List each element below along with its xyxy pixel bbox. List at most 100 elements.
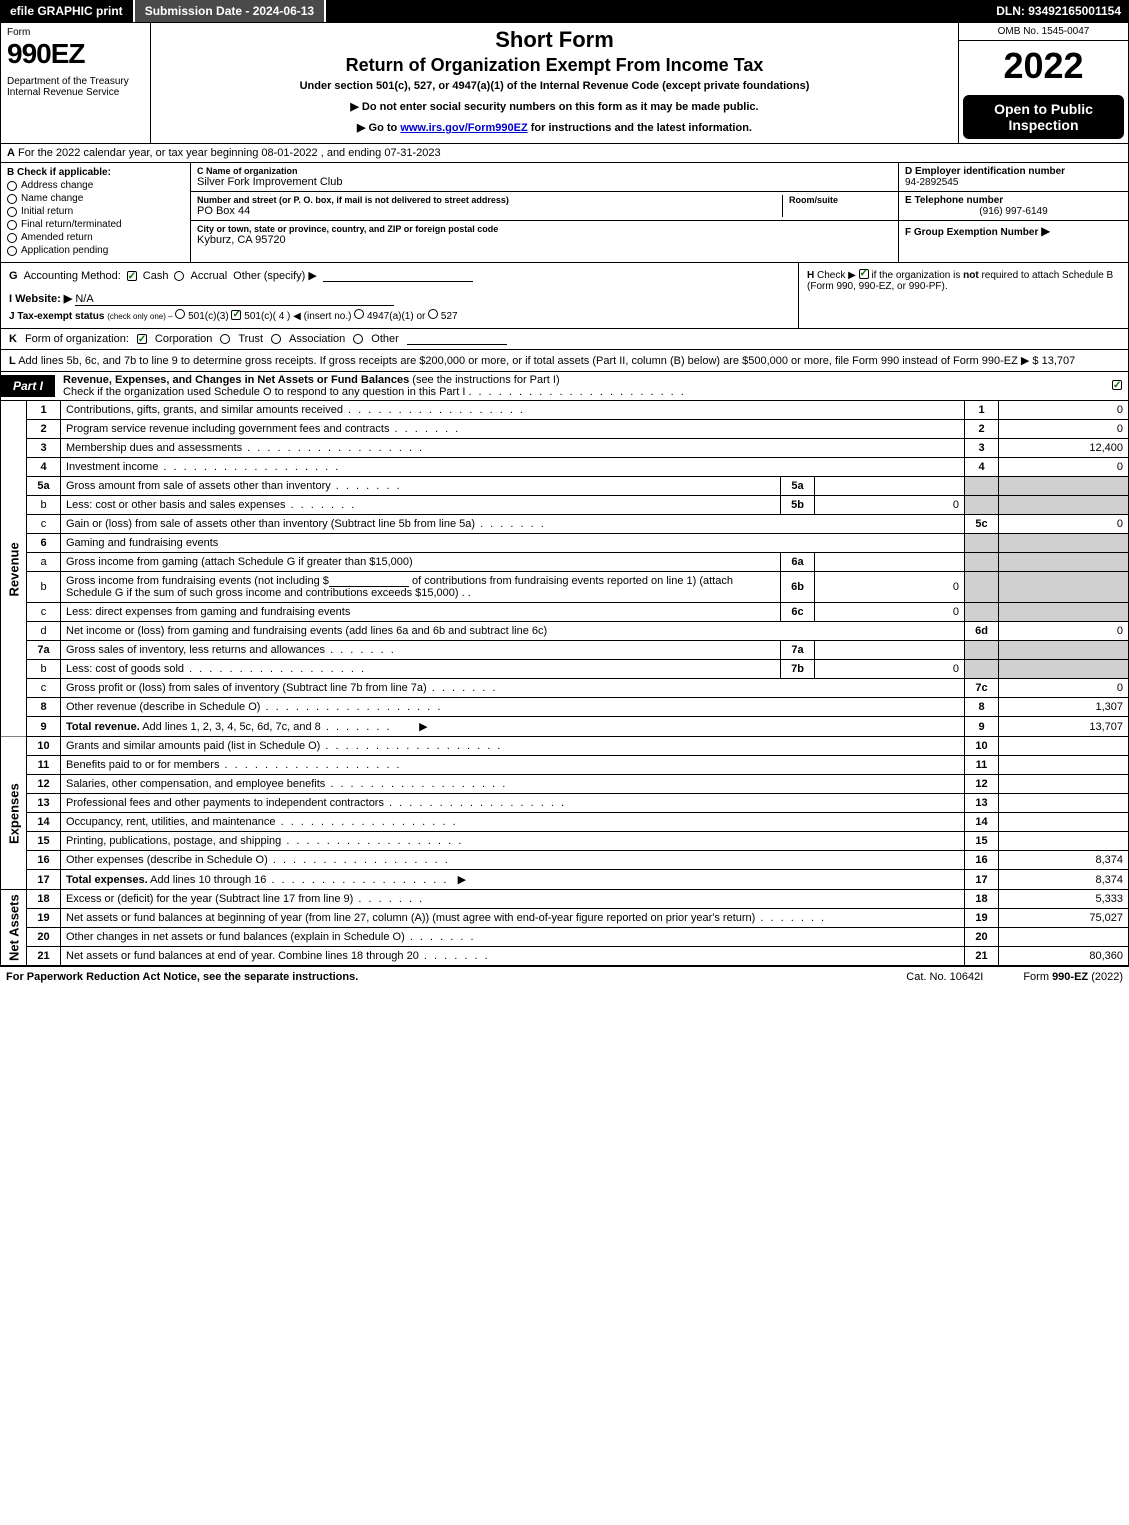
ein-value: 94-2892545 [905,177,1122,188]
footer-right-post: (2022) [1088,971,1123,983]
row-a-text: For the 2022 calendar year, or tax year … [18,147,441,159]
chk-initial-return[interactable]: Initial return [7,206,184,217]
chk-amended-return[interactable]: Amended return [7,232,184,243]
footer-mid: Cat. No. 10642I [906,971,983,983]
line-16-value: 8,374 [999,851,1129,870]
line-19-value: 75,027 [999,909,1129,928]
line-8: 8Other revenue (describe in Schedule O) … [1,698,1129,717]
line-5a: 5a Gross amount from sale of assets other… [1,477,1129,496]
desc: Net assets or fund balances at end of ye… [66,950,419,962]
desc: Membership dues and assessments [66,442,242,454]
opt-527: 527 [441,311,458,322]
blank[interactable] [329,575,409,587]
dots [343,404,525,416]
address-value: PO Box 44 [197,205,782,217]
efile-print-button[interactable]: efile GRAPHIC print [0,0,135,22]
footer-right-pre: Form [1023,971,1052,983]
k-text: Form of organization: [25,333,129,345]
other-specify-line[interactable] [323,270,473,282]
opt-501c: 501(c)( 4 ) ◀ (insert no.) [244,311,351,322]
checkbox-icon [7,207,17,217]
desc: Investment income [66,461,158,473]
line-6b: bGross income from fundraising events (n… [1,572,1129,603]
line-21: 21Net assets or fund balances at end of … [1,947,1129,966]
subline-value [815,641,965,660]
chk-other[interactable] [353,334,363,344]
opt-assoc: Association [289,333,345,345]
chk-501c[interactable] [231,310,241,320]
desc: Gross amount from sale of assets other t… [66,480,331,492]
line-1-value: 0 [999,401,1129,420]
chk-501c3[interactable] [175,309,185,319]
dots [242,442,424,454]
h-text3: required to attach Schedule B [979,270,1114,281]
group-exemption-label: F Group Exemption Number [905,227,1038,238]
line-5c-value: 0 [999,515,1129,534]
form-number: 990EZ [7,38,144,70]
subline-label: 6c [781,603,815,622]
line-16: 16Other expenses (describe in Schedule O… [1,851,1129,870]
desc: Excess or (deficit) for the year (Subtra… [66,893,353,905]
other-label: Other (specify) ▶ [233,269,317,282]
part-1-header: Part I Revenue, Expenses, and Changes in… [0,372,1129,401]
dots: . . . . . . . . . . . . . . . . . . . . … [468,386,685,398]
checkbox-icon [7,233,17,243]
omb-number: OMB No. 1545-0047 [959,23,1128,41]
chk-4947[interactable] [354,309,364,319]
chk-accrual[interactable] [174,271,184,281]
footer-left: For Paperwork Reduction Act Notice, see … [6,971,866,983]
desc: Contributions, gifts, grants, and simila… [66,404,343,416]
tax-exempt-status: J Tax-exempt status (check only one) ‒ 5… [9,309,790,322]
line-7c-value: 0 [999,679,1129,698]
checkbox-icon [1112,380,1122,390]
desc: Printing, publications, postage, and shi… [66,835,281,847]
subline-value: 0 [815,572,965,603]
dots [281,835,463,847]
subline-label: 6a [781,553,815,572]
opt-501c3: 501(c)(3) [188,311,229,322]
dots [353,893,424,905]
part-1-checkbox[interactable] [1106,378,1128,395]
chk-cash[interactable] [127,271,137,281]
chk-trust[interactable] [220,334,230,344]
line-15-value [999,832,1129,851]
line-7a: 7aGross sales of inventory, less returns… [1,641,1129,660]
chk-final-return[interactable]: Final return/terminated [7,219,184,230]
desc: Occupancy, rent, utilities, and maintena… [66,816,276,828]
part-1-title: Revenue, Expenses, and Changes in Net As… [55,372,1106,400]
chk-address-change[interactable]: Address change [7,180,184,191]
subline-value: 0 [815,660,965,679]
irs-link[interactable]: www.irs.gov/Form990EZ [400,122,527,134]
line-19: 19Net assets or fund balances at beginni… [1,909,1129,928]
row-a-tax-year: A For the 2022 calendar year, or tax yea… [0,144,1129,163]
chk-corporation[interactable] [137,334,147,344]
desc: Other expenses (describe in Schedule O) [66,854,268,866]
subline-label: 5a [781,477,815,496]
l-value: 13,707 [1042,355,1076,367]
desc: Professional fees and other payments to … [66,797,384,809]
label-a: A [7,147,15,159]
line-6: 6Gaming and fundraising events [1,534,1129,553]
spacer [326,0,988,22]
chk-label: Name change [21,193,83,204]
line-12-value [999,775,1129,794]
subline-value [815,553,965,572]
desc: Gross income from gaming (attach Schedul… [61,553,781,572]
subline-label: 6b [781,572,815,603]
other-line[interactable] [407,333,507,345]
footer-right-form: 990-EZ [1052,971,1088,983]
dots [331,480,402,492]
dots [325,778,507,790]
chk-527[interactable] [428,309,438,319]
chk-association[interactable] [271,334,281,344]
chk-schedule-b[interactable] [859,269,869,279]
dln-label: DLN: 93492165001154 [988,0,1129,22]
line-13: 13Professional fees and other payments t… [1,794,1129,813]
line-5b: bLess: cost or other basis and sales exp… [1,496,1129,515]
chk-application-pending[interactable]: Application pending [7,245,184,256]
submission-date-label: Submission Date - 2024-06-13 [135,0,326,22]
label-h: H [807,270,814,281]
chk-name-change[interactable]: Name change [7,193,184,204]
dots [276,816,458,828]
gh-left: G Accounting Method: Cash Accrual Other … [1,263,798,328]
